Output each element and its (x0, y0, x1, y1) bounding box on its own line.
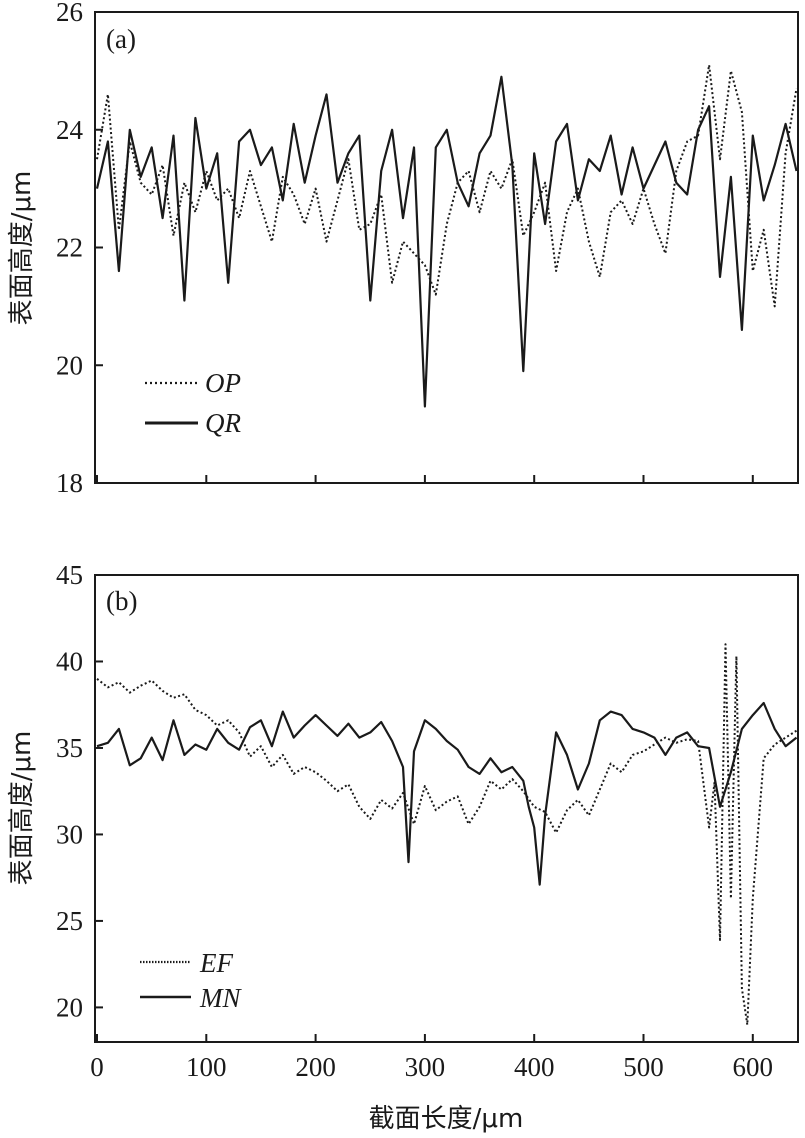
y-axis-title-b: 表面高度/μm (7, 731, 37, 886)
plot-frame-b (94, 574, 799, 1043)
legend-label-op: OP (205, 368, 241, 398)
y-tick-label: 30 (56, 819, 83, 849)
x-ticks-b (96, 1034, 754, 1042)
y-tick-label: 25 (56, 906, 83, 936)
legend-label-mn: MN (199, 983, 242, 1013)
legend-label-ef: EF (199, 948, 233, 978)
legend-label-qr: QR (205, 408, 241, 438)
x-tick-label: 200 (295, 1052, 336, 1082)
x-axis-title: 截面长度/μm (369, 1104, 524, 1134)
x-tick-label: 400 (514, 1052, 555, 1082)
y-tick-label: 35 (56, 733, 83, 763)
x-tick-label: 100 (186, 1052, 227, 1082)
series-line-qr (95, 75, 798, 408)
y-tick-label: 26 (56, 0, 83, 27)
y-tick-label: 22 (56, 233, 83, 263)
y-tick-label: 18 (56, 468, 83, 498)
y-axis-title-a: 表面高度/μm (7, 171, 37, 326)
x-tick-label: 600 (733, 1052, 774, 1082)
y-ticks-b (95, 574, 103, 1009)
x-tick-label: 300 (405, 1052, 446, 1082)
x-tick-label: 500 (623, 1052, 664, 1082)
y-tick-label: 40 (56, 646, 83, 676)
y-tick-labels-a: 18 20 22 24 26 (56, 0, 84, 498)
panel-label-b: (b) (106, 586, 137, 616)
y-tick-labels-b: 20 25 30 35 40 45 (56, 560, 83, 1022)
series-line-ef (96, 643, 798, 1026)
x-ticks-a (96, 475, 754, 483)
panel-label-a: (a) (106, 24, 136, 54)
series-line-mn (96, 701, 798, 886)
x-tick-labels-b: 0 100 200 300 400 500 600 (90, 1052, 773, 1082)
y-tick-label: 45 (56, 560, 83, 590)
x-tick-label: 0 (90, 1052, 104, 1082)
series-lines-b (96, 643, 798, 1026)
legend-a: OP QR (145, 368, 241, 438)
y-ticks-a (95, 11, 103, 484)
series-line-op (96, 64, 798, 308)
panel-b: 0 100 200 300 400 500 600 20 25 30 35 40 45 (b) 表面高… (7, 560, 799, 1134)
y-tick-label: 24 (56, 115, 84, 145)
legend-b: EF MN (140, 948, 242, 1013)
plot-frame-a (94, 11, 799, 484)
panel-a: 18 20 22 24 26 (a) 表面高度/μm OP QR (7, 0, 799, 498)
series-lines-a (95, 64, 798, 408)
y-tick-label: 20 (56, 350, 83, 380)
y-tick-label: 20 (56, 992, 83, 1022)
